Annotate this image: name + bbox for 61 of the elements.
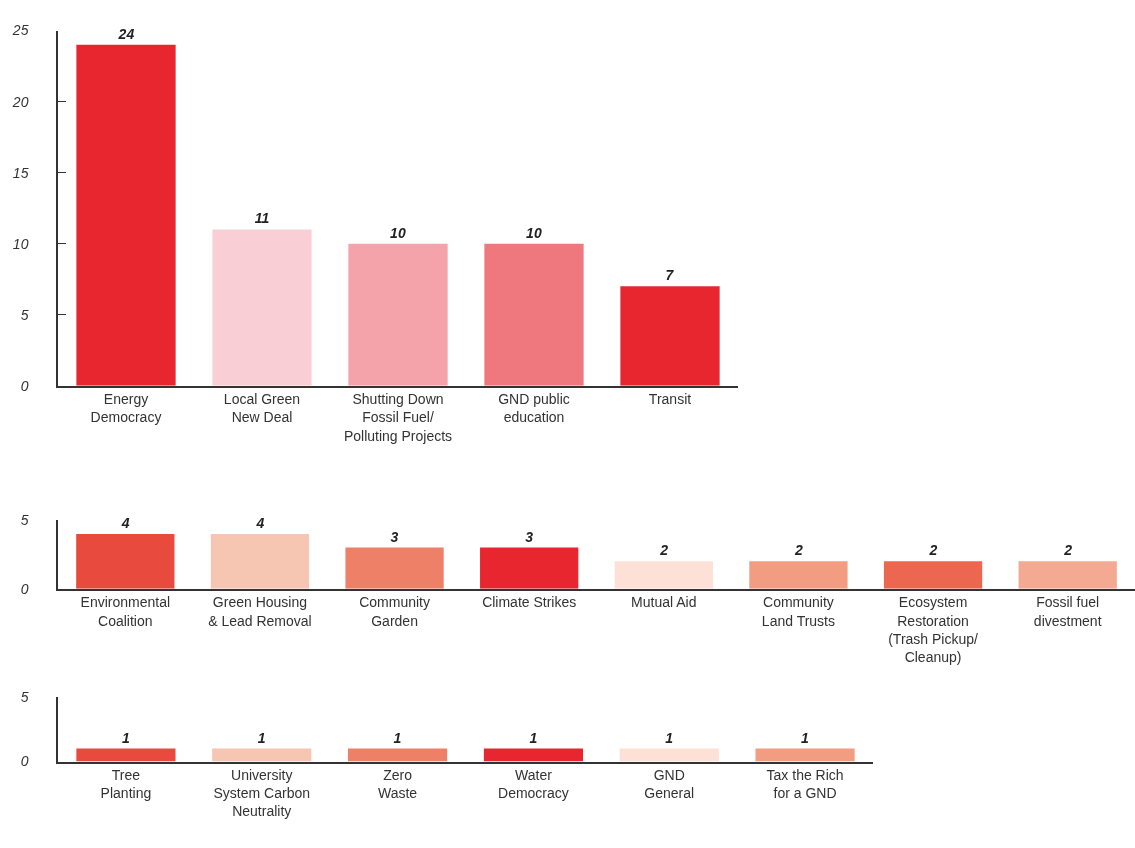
data-label: 1 <box>121 729 130 746</box>
data-label: 1 <box>665 729 674 746</box>
bar <box>348 243 448 386</box>
bar <box>210 533 310 589</box>
data-label: 1 <box>801 729 810 746</box>
bar <box>345 547 444 589</box>
x-tick-label: Local Green New Deal <box>223 391 301 426</box>
x-tick-label: Shutting Down Fossil Fuel/ Polluting Projects <box>343 391 453 444</box>
x-tick-label: Zero Waste <box>378 767 418 802</box>
x-tick-label: University System Carbon Neutrality <box>213 767 310 820</box>
data-label: 2 <box>1063 542 1073 559</box>
y-tick-label: 15 <box>12 164 29 181</box>
x-tick-label: GND General <box>644 767 695 802</box>
x-tick-label: Tree Planting <box>100 767 152 802</box>
data-label: 3 <box>525 528 534 545</box>
data-label: 24 <box>117 25 135 42</box>
data-label: 4 <box>255 514 265 531</box>
data-label: 3 <box>390 528 399 545</box>
y-tick-label: 5 <box>20 512 29 529</box>
y-tick-label: 5 <box>20 306 29 323</box>
data-label: 2 <box>659 542 669 559</box>
data-label: 1 <box>393 729 402 746</box>
bar <box>76 44 176 386</box>
x-tick-label: Fossil fuel divestment <box>1033 594 1102 629</box>
y-tick-label: 5 <box>20 688 29 705</box>
x-tick-label: Environmental Coalition <box>80 594 171 629</box>
x-tick-label: Climate Strikes <box>482 594 577 611</box>
data-label: 4 <box>120 514 130 531</box>
x-tick-label: Water Democracy <box>498 767 569 802</box>
bar <box>883 561 983 589</box>
bar <box>76 533 175 589</box>
y-tick-label: 0 <box>20 377 29 394</box>
bar <box>212 229 312 386</box>
data-label: 7 <box>665 267 675 284</box>
x-tick-label: Mutual Aid <box>631 594 697 611</box>
bar <box>614 561 713 589</box>
data-label: 10 <box>390 224 406 241</box>
data-label: 11 <box>254 210 270 227</box>
x-tick-label: Community Garden <box>359 594 430 629</box>
data-label: 1 <box>257 729 266 746</box>
y-tick-label: 0 <box>20 753 29 770</box>
y-tick-label: 25 <box>11 22 29 39</box>
data-label: 1 <box>529 729 538 746</box>
bar <box>1018 561 1117 589</box>
data-label: 10 <box>526 224 542 241</box>
x-tick-label: GND public education <box>498 391 570 426</box>
bar <box>620 286 720 386</box>
x-tick-label: Green Housing & Lead Removal <box>208 594 312 629</box>
bar <box>480 547 579 589</box>
bar <box>749 561 848 589</box>
x-tick-label: Tax the Rich for a GND <box>766 767 844 802</box>
y-tick-label: 10 <box>12 235 29 252</box>
x-tick-label: Community Land Trusts <box>761 594 836 629</box>
y-tick-label: 0 <box>20 580 29 597</box>
bar <box>484 243 584 386</box>
y-tick-label: 20 <box>11 93 29 110</box>
x-tick-label: Ecosystem Restoration (Trash Pickup/ Cleanup) <box>888 594 979 665</box>
x-tick-label: Energy Democracy <box>90 391 162 426</box>
data-label: 2 <box>928 542 938 559</box>
x-tick-label: Transit <box>648 391 692 408</box>
data-label: 2 <box>793 542 803 559</box>
